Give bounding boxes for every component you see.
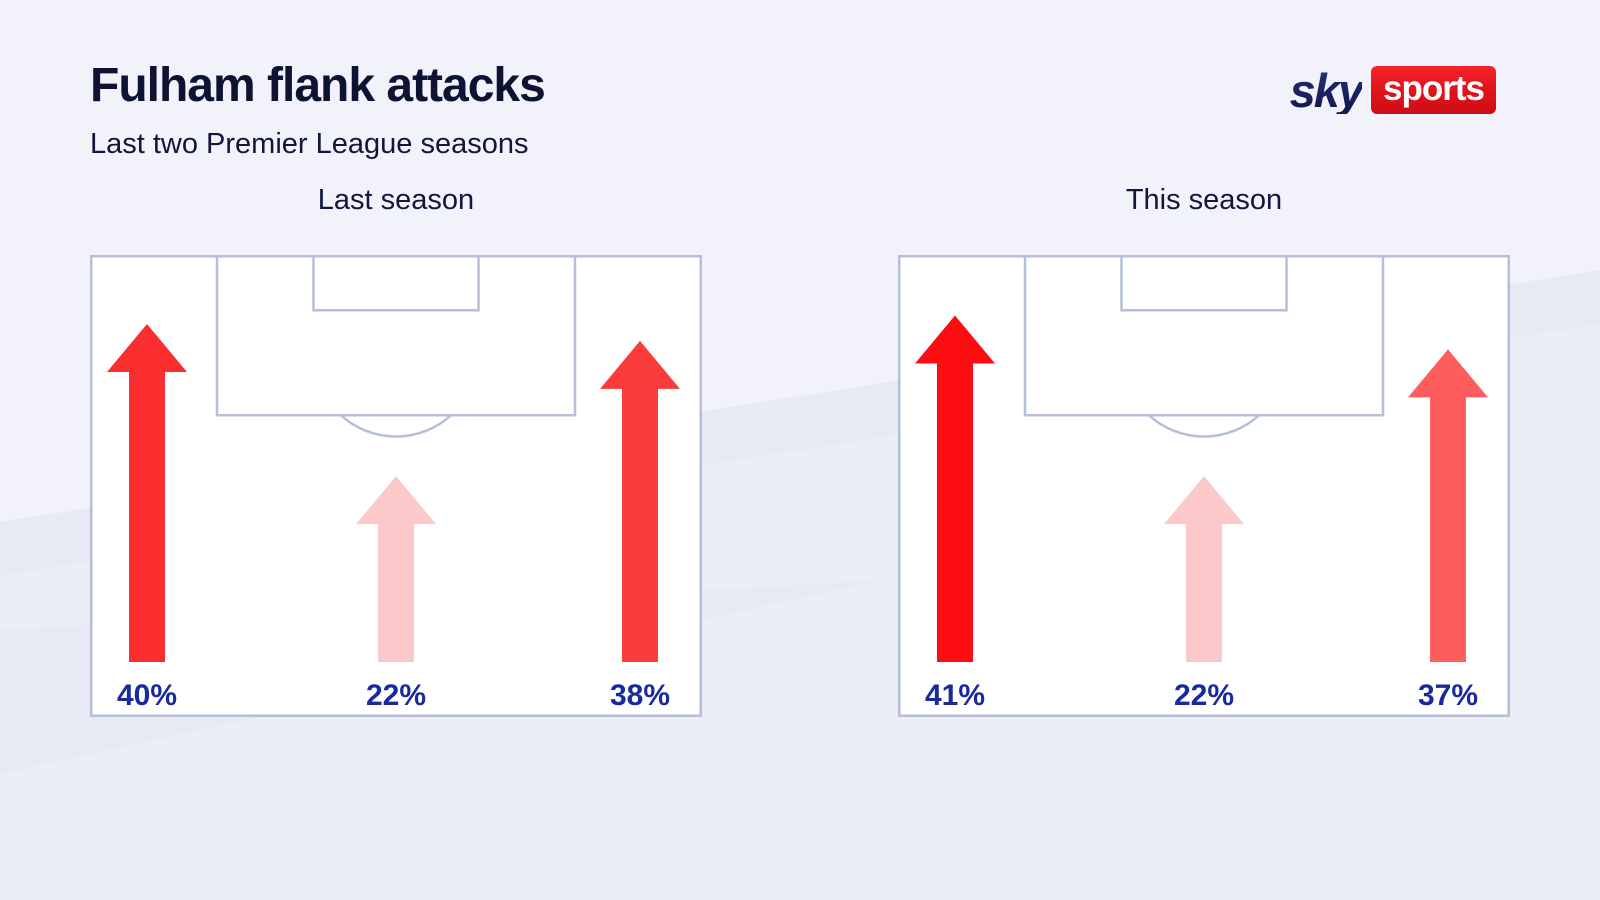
attack-arrow-last-season-right-flank bbox=[600, 340, 680, 662]
penalty-arc bbox=[1148, 414, 1260, 438]
pitch-diagram-last-season: 40% 22% 38% bbox=[90, 255, 702, 717]
attack-arrow-last-season-left-flank bbox=[107, 324, 187, 662]
six-yard-box bbox=[1120, 255, 1288, 312]
page-title: Fulham flank attacks bbox=[90, 59, 546, 112]
six-yard-box bbox=[312, 255, 480, 312]
panel-title-this-season: This season bbox=[1125, 184, 1283, 216]
panel-title-last-season: Last season bbox=[317, 184, 475, 216]
page-subtitle: Last two Premier League seasons bbox=[90, 128, 529, 160]
value-label-last-season-left-flank: 40% bbox=[117, 679, 177, 712]
value-label-this-season-left-flank: 41% bbox=[925, 679, 985, 712]
attack-arrow-last-season-centre bbox=[356, 476, 436, 662]
sky-logo-text: sky bbox=[1289, 63, 1364, 117]
attack-arrows-group: 41% 22% 37% bbox=[915, 315, 1488, 712]
sports-logo-badge: sports bbox=[1371, 66, 1496, 114]
attack-arrow-this-season-left-flank bbox=[915, 315, 995, 662]
value-label-last-season-centre: 22% bbox=[366, 679, 426, 712]
penalty-arc bbox=[340, 414, 452, 438]
attack-arrow-this-season-right-flank bbox=[1408, 349, 1488, 662]
value-label-this-season-centre: 22% bbox=[1174, 679, 1234, 712]
value-label-last-season-right-flank: 38% bbox=[610, 679, 670, 712]
attack-arrow-this-season-centre bbox=[1164, 476, 1244, 662]
attack-arrows-group: 40% 22% 38% bbox=[107, 324, 680, 712]
value-label-this-season-right-flank: 37% bbox=[1418, 679, 1478, 712]
pitch-diagram-this-season: 41% 22% 37% bbox=[898, 255, 1510, 717]
sky-sports-logo: sky sports bbox=[1290, 66, 1496, 114]
